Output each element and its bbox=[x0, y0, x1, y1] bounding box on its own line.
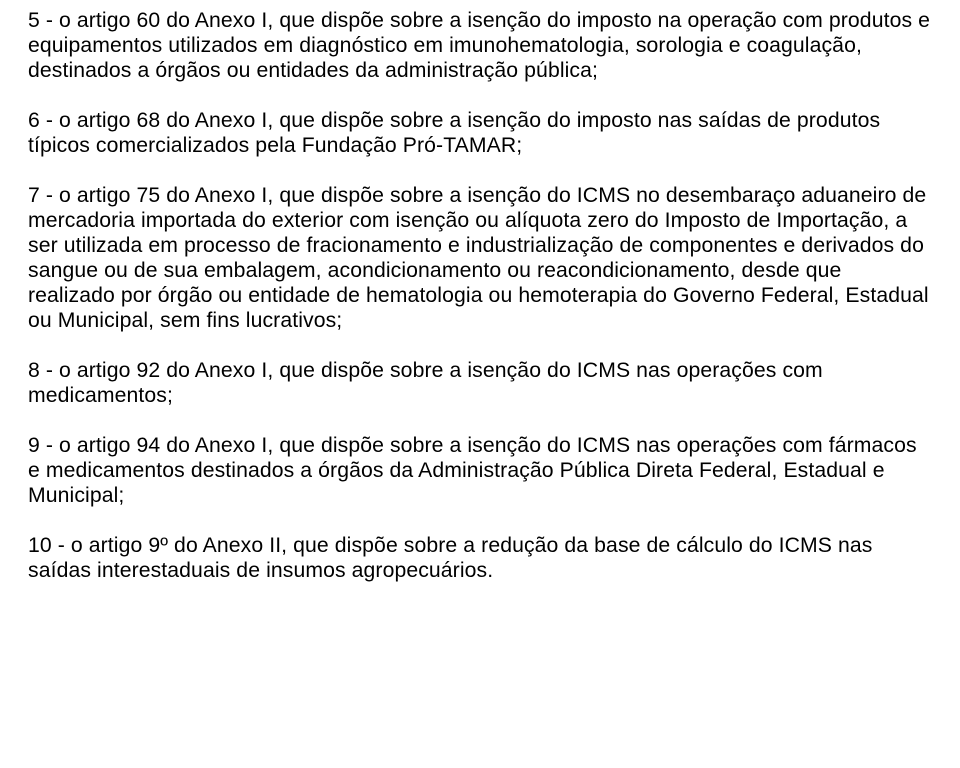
paragraph-item-7: 7 - o artigo 75 do Anexo I, que dispõe s… bbox=[28, 183, 932, 333]
document-page: 5 - o artigo 60 do Anexo I, que dispõe s… bbox=[0, 0, 960, 628]
paragraph-item-8: 8 - o artigo 92 do Anexo I, que dispõe s… bbox=[28, 358, 932, 408]
paragraph-item-9: 9 - o artigo 94 do Anexo I, que dispõe s… bbox=[28, 433, 932, 508]
paragraph-item-10: 10 - o artigo 9º do Anexo II, que dispõe… bbox=[28, 533, 932, 583]
paragraph-item-5: 5 - o artigo 60 do Anexo I, que dispõe s… bbox=[28, 8, 932, 83]
paragraph-item-6: 6 - o artigo 68 do Anexo I, que dispõe s… bbox=[28, 108, 932, 158]
